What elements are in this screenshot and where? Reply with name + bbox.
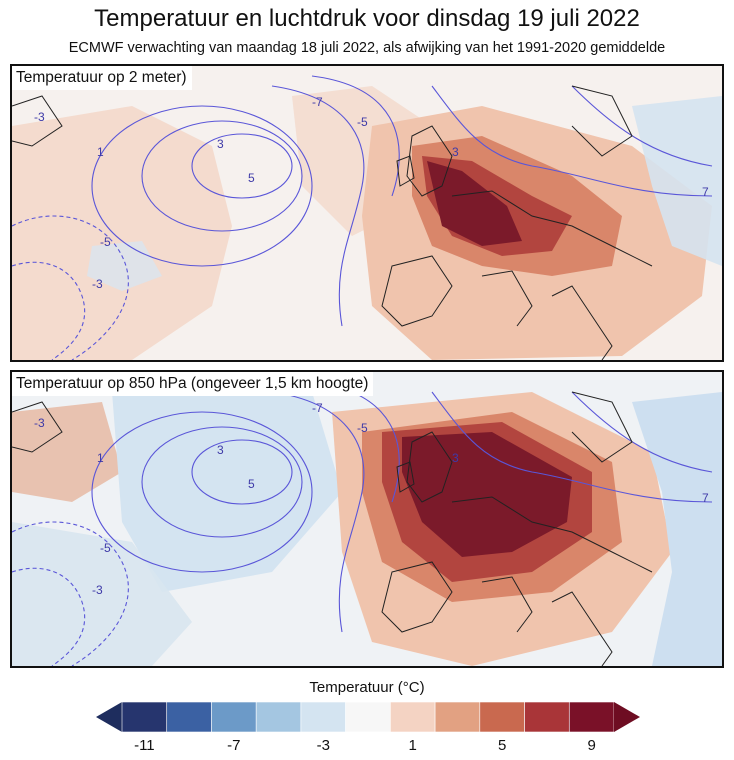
extreme-core-region <box>402 432 572 557</box>
colorbar-tick-label: -11 <box>134 737 155 754</box>
contour-label: 1 <box>97 145 104 159</box>
map-t2m: -7 -5 -5 -3 -3 1 3 5 7 3 <box>12 66 722 360</box>
colorbar-cell <box>568 701 615 733</box>
colorbar-tick-label: 1 <box>408 737 417 754</box>
panel-label-t850: Temperatuur op 850 hPa (ongeveer 1,5 km … <box>12 372 374 396</box>
contour-label: 3 <box>452 145 459 159</box>
contour-label: 3 <box>452 451 459 465</box>
colorbar-cell <box>345 701 391 733</box>
extreme-core-region <box>427 161 522 246</box>
coastlines <box>12 85 653 360</box>
cool-south-region <box>12 522 192 666</box>
colorbar-tick-label: -7 <box>227 737 241 754</box>
cool-atlantic-region <box>112 392 342 592</box>
colorbar-cell <box>211 701 257 733</box>
colorbar-cell <box>524 701 570 733</box>
contour-label: -3 <box>34 416 45 430</box>
contour-label: 3 <box>217 443 224 457</box>
colorbar-cell <box>166 701 212 733</box>
map-panel-t2m: -7 -5 -5 -3 -3 1 3 5 7 3 Temperatuur op … <box>10 64 724 362</box>
anomaly-field <box>12 392 722 666</box>
colorbar-tick-label: 5 <box>498 737 507 754</box>
map-panel-t850: -7 -5 -5 -3 -3 1 3 5 7 3 Temperatuur op … <box>10 370 724 668</box>
cool-east-region <box>632 392 722 666</box>
legend-title: Temperatuur (°C) <box>309 679 425 696</box>
contour-label: -3 <box>34 110 45 124</box>
coastlines <box>12 391 653 666</box>
page-subtitle: ECMWF verwachting van maandag 18 juli 20… <box>68 40 666 56</box>
colorbar <box>96 701 640 733</box>
contour-label: 5 <box>248 171 255 185</box>
colorbar-tick-label: -3 <box>316 737 330 754</box>
anomaly-field <box>12 86 722 360</box>
colorbar-tick-label: 9 <box>587 737 596 754</box>
map-t850: -7 -5 -5 -3 -3 1 3 5 7 3 <box>12 372 722 666</box>
contour-label: 7 <box>702 185 709 199</box>
contour-label: 5 <box>248 477 255 491</box>
colorbar-cell <box>390 701 436 733</box>
cool-east-region <box>632 96 722 266</box>
contour-label: -5 <box>100 235 111 249</box>
page-title: Temperatuur en luchtdruk voor dinsdag 19… <box>94 5 640 32</box>
colorbar-cell <box>434 701 481 733</box>
contour-label: 3 <box>217 137 224 151</box>
colorbar-cell <box>300 701 346 733</box>
contour-label: -7 <box>312 401 323 415</box>
colorbar-cell <box>121 701 168 733</box>
contour-label: -5 <box>100 541 111 555</box>
contour-label: -5 <box>357 421 368 435</box>
contour-label: -5 <box>357 115 368 129</box>
isobars <box>12 75 713 360</box>
panel-label-t2m: Temperatuur op 2 meter) <box>12 66 192 90</box>
colorbar-extend-low <box>96 702 122 732</box>
contour-label: 1 <box>97 451 104 465</box>
contour-label: -3 <box>92 277 103 291</box>
isobars <box>12 381 713 666</box>
colorbar-cell <box>479 701 525 733</box>
contour-label: 7 <box>702 491 709 505</box>
contour-label: -7 <box>312 95 323 109</box>
contour-label: -3 <box>92 583 103 597</box>
colorbar-extend-high <box>614 702 640 732</box>
warm-west-region <box>12 106 232 360</box>
colorbar-cell <box>255 701 302 733</box>
